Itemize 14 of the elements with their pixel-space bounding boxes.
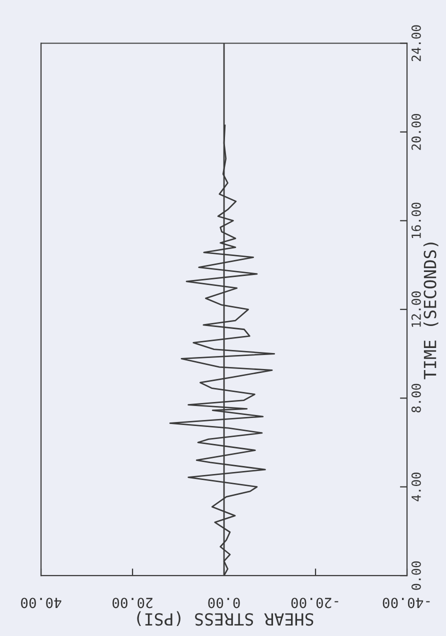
x-tick-label: 0.00 (208, 598, 240, 608)
x-tick-label: -20.00 (291, 598, 338, 608)
x-tick-label: 20.00 (112, 598, 152, 608)
x-axis-title: SHEAR STRESS (PSI) (137, 611, 314, 626)
y-tick-label: 0.00 (411, 561, 421, 590)
y-tick-label: 12.00 (411, 291, 421, 327)
x-tick-label: -40.00 (382, 598, 430, 608)
y-tick-label: 16.00 (411, 202, 421, 238)
x-tick-label: 40.00 (21, 598, 62, 608)
y-axis-title: TIME (SECONDS) (423, 242, 438, 380)
y-tick-label: 4.00 (411, 472, 421, 502)
y-tick-label: 24.00 (411, 25, 421, 62)
y-tick-label: 20.00 (411, 114, 421, 150)
y-tick-label: 8.00 (411, 384, 421, 412)
